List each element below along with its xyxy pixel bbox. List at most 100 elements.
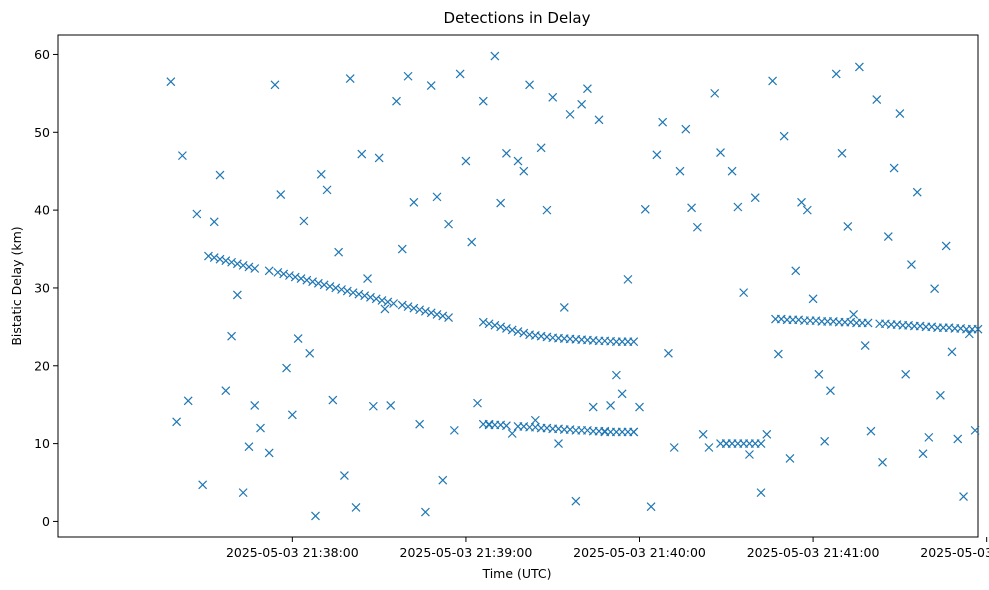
data-point [652,150,662,160]
data-point [232,259,242,269]
data-point [215,254,225,264]
data-point [918,449,928,459]
data-point [311,511,320,521]
data-point [322,185,332,195]
data-point [368,401,378,411]
data-point [374,153,384,163]
data-point [536,143,546,153]
data-point [750,193,760,203]
data-point [389,299,399,308]
data-point [426,308,436,318]
data-point [221,256,231,266]
data-point [177,151,187,161]
chart-title: Detections in Delay [444,9,591,27]
data-point [484,420,494,430]
data-point [415,305,425,315]
data-point [432,309,442,319]
data-point [478,317,488,327]
data-point [745,450,754,459]
data-point [973,324,983,334]
data-point [704,443,714,452]
data-point [860,341,870,350]
data-point [802,205,812,215]
y-tick-label: 40 [34,203,50,218]
data-point [831,69,841,79]
data-point [299,216,309,226]
data-point [559,302,569,312]
data-point [762,429,772,439]
data-point [380,304,390,314]
data-point [959,492,968,501]
data-point [502,421,511,431]
data-point [710,88,720,98]
data-point [238,260,248,270]
data-point [721,439,731,449]
data-point [756,488,766,498]
data-point [305,348,315,358]
data-point [270,80,280,90]
data-point [964,329,974,339]
data-point [209,217,219,227]
data-point [895,109,905,119]
data-point [215,170,225,180]
data-point [797,197,806,207]
data-point [548,92,558,102]
data-point [727,166,737,176]
data-point [756,439,766,449]
data-point [357,149,367,159]
data-point [244,442,254,452]
data-point [664,348,673,358]
data-point [293,334,303,343]
data-point [513,327,523,336]
data-point [554,439,563,449]
data-point [739,288,749,298]
data-point [371,294,381,304]
data-point [542,205,552,215]
data-point [238,488,248,498]
data-point [383,297,393,307]
data-point [420,507,430,517]
data-point [204,251,213,261]
data-point [360,291,370,301]
data-point [658,117,668,127]
data-point [623,274,633,284]
data-point [941,241,951,251]
data-point [403,302,413,312]
data-point [675,166,685,176]
data-point [354,289,364,299]
data-point [826,386,835,396]
data-point [392,96,401,106]
x-tick-label: 2025-05-03 21:42:00 [920,545,989,560]
data-point [366,292,375,302]
data-markers [166,51,983,521]
data-point [198,480,208,490]
data-point [843,222,853,231]
data-point [221,386,231,396]
data-point [328,395,338,405]
y-tick-label: 10 [34,436,50,451]
data-point [496,322,506,332]
data-point [565,109,575,119]
data-point [866,426,876,436]
data-point [525,80,534,90]
data-point [313,278,323,288]
x-tick-label: 2025-05-03 21:38:00 [226,545,359,560]
data-point [953,434,963,444]
data-point [325,281,335,291]
data-point [227,257,237,267]
data-point [629,427,639,437]
data-point [209,253,219,263]
data-point [698,429,708,439]
data-point [444,313,453,322]
data-point [692,222,702,232]
data-point [872,95,882,105]
data-point [594,115,604,125]
data-point [863,318,873,328]
data-point [467,237,477,247]
data-point [681,124,691,134]
data-point [273,267,283,277]
data-point [296,274,306,284]
data-point [166,77,176,87]
data-point [264,266,274,276]
data-point [970,425,980,435]
